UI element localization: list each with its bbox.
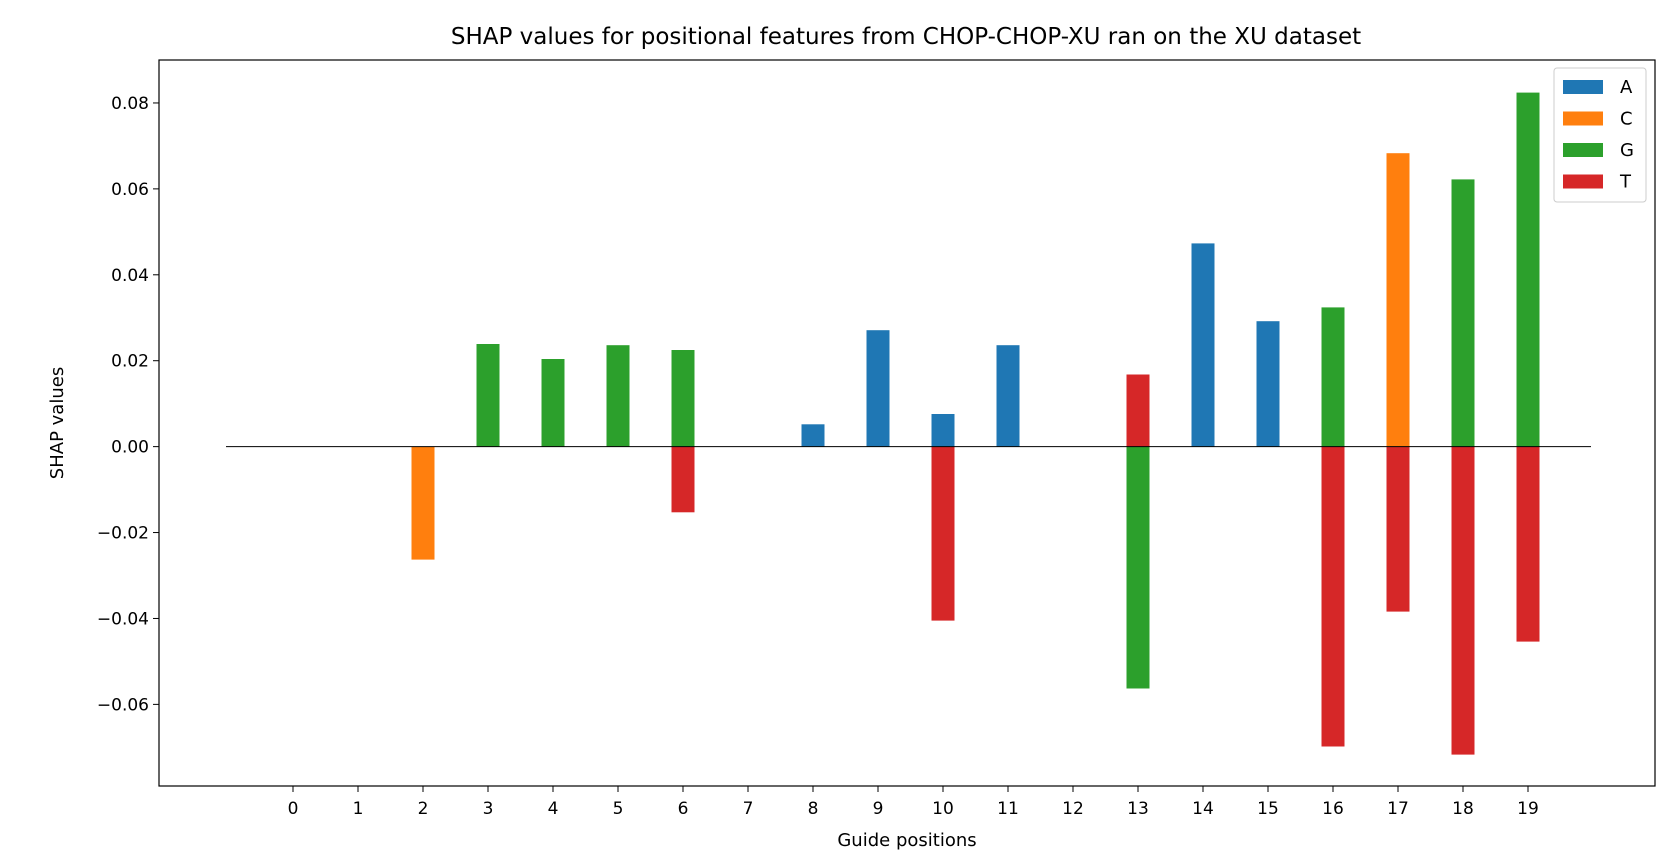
y-tick-label: 0.08 <box>111 94 149 114</box>
x-tick-label: 3 <box>483 799 494 819</box>
legend-swatch-A <box>1563 80 1603 94</box>
x-axis-ticks: 0 1 2 3 4 5 6 7 8 9 10 11 12 13 14 15 16 17 18 19 <box>288 786 1539 819</box>
legend-swatch-T <box>1563 174 1603 189</box>
chart-title: SHAP values for positional features from… <box>451 24 1361 50</box>
x-tick-label: 16 <box>1322 799 1344 819</box>
y-tick-label: 0.02 <box>111 352 149 372</box>
bar-A-pos-15 <box>1256 321 1280 447</box>
bar-G-pos-5 <box>606 345 630 447</box>
x-tick-label: 13 <box>1127 799 1149 819</box>
x-tick-label: 7 <box>743 799 754 819</box>
legend-label-A: A <box>1620 77 1633 98</box>
x-tick-label: 18 <box>1452 799 1474 819</box>
x-tick-label: 4 <box>548 799 559 819</box>
bar-G-pos-16 <box>1321 307 1345 447</box>
bar-A-pos-11 <box>996 345 1020 447</box>
bars-layer <box>411 92 1540 755</box>
x-tick-label: 2 <box>418 799 429 819</box>
x-tick-label: 17 <box>1387 799 1409 819</box>
legend-label-G: G <box>1620 140 1634 161</box>
bar-T-pos-13 <box>1126 374 1150 447</box>
y-tick-label: 0.06 <box>111 180 149 200</box>
x-tick-label: 6 <box>678 799 689 819</box>
bar-T-pos-6 <box>671 446 695 513</box>
x-axis-label: Guide positions <box>837 830 976 851</box>
x-tick-label: 10 <box>932 799 954 819</box>
bar-T-pos-19 <box>1516 446 1540 642</box>
bar-G-pos-4 <box>541 359 565 447</box>
bar-G-pos-3 <box>476 344 500 447</box>
x-tick-label: 19 <box>1517 799 1539 819</box>
x-tick-label: 9 <box>873 799 884 819</box>
y-tick-label: −0.04 <box>97 609 149 629</box>
bar-T-pos-10 <box>931 446 955 621</box>
legend-label-T: T <box>1619 172 1632 193</box>
x-tick-label: 5 <box>613 799 624 819</box>
bar-G-pos-19 <box>1516 92 1540 447</box>
bar-G-pos-13 <box>1126 446 1150 689</box>
bar-A-pos-9 <box>866 330 890 447</box>
y-axis-ticks: 0.08 0.06 0.04 0.02 0.00 −0.02 −0.04 −0.06 <box>97 94 159 715</box>
bar-T-pos-16 <box>1321 446 1345 747</box>
bar-G-pos-18 <box>1451 179 1475 447</box>
y-tick-label: −0.06 <box>97 695 149 715</box>
y-tick-label: 0.04 <box>111 266 149 286</box>
x-tick-label: 0 <box>288 799 299 819</box>
x-tick-label: 1 <box>353 799 364 819</box>
legend-swatch-G <box>1563 143 1603 157</box>
legend-box <box>1553 67 1647 203</box>
bar-T-pos-17 <box>1386 446 1410 612</box>
x-tick-label: 12 <box>1062 799 1084 819</box>
x-tick-label: 15 <box>1257 799 1279 819</box>
bar-A-pos-10 <box>931 414 955 447</box>
legend-label-C: C <box>1620 109 1633 130</box>
x-tick-label: 8 <box>808 799 819 819</box>
bar-G-pos-6 <box>671 350 695 447</box>
bar-A-pos-14 <box>1191 243 1215 447</box>
bar-C-pos-17 <box>1386 153 1410 447</box>
x-tick-label: 14 <box>1192 799 1214 819</box>
bar-T-pos-18 <box>1451 446 1475 755</box>
bar-C-pos-2 <box>411 446 435 560</box>
bar-A-pos-8 <box>801 424 825 447</box>
y-axis-label: SHAP values <box>47 367 68 479</box>
legend-swatch-C <box>1563 111 1603 126</box>
x-tick-label: 11 <box>997 799 1019 819</box>
y-tick-label: −0.02 <box>97 524 149 544</box>
y-tick-label: 0.00 <box>111 438 149 458</box>
plot-frame <box>158 59 1656 787</box>
